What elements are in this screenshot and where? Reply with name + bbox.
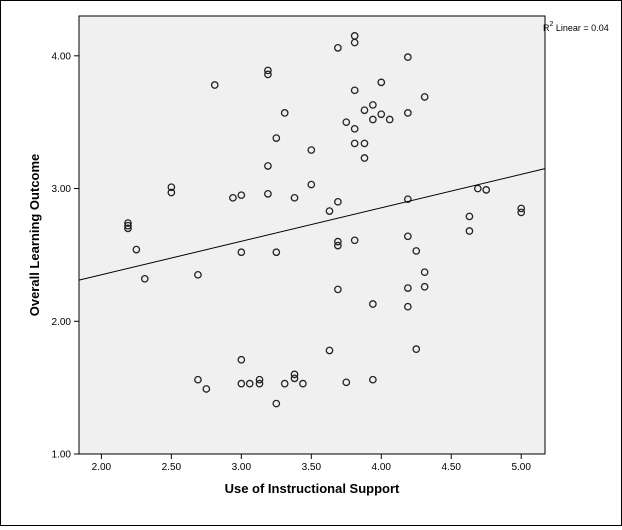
data-point <box>404 284 412 292</box>
data-point <box>307 180 316 189</box>
data-point <box>132 245 141 254</box>
x-tick-label: 2.50 <box>162 462 182 473</box>
data-point <box>465 227 474 235</box>
data-point <box>369 300 377 308</box>
y-axis-title: Overall Learning Outcome <box>27 154 42 317</box>
data-point <box>325 207 334 215</box>
data-point <box>140 274 149 283</box>
data-point <box>404 109 412 117</box>
data-point <box>245 379 254 388</box>
data-point <box>465 212 474 221</box>
data-point <box>342 118 351 127</box>
data-point <box>334 237 342 246</box>
data-point <box>377 78 386 87</box>
data-point <box>272 399 281 408</box>
data-point <box>420 282 429 291</box>
data-point <box>264 190 272 198</box>
data-point <box>280 379 289 388</box>
x-tick-label: 4.00 <box>372 462 392 473</box>
data-point <box>124 221 132 230</box>
data-point <box>299 379 307 388</box>
data-point <box>237 191 246 200</box>
axis-ticks: 2.00 2.50 3.00 3.50 4.00 4.50 5.00 1.00 2.00 3.00… <box>52 51 532 473</box>
data-point <box>420 93 429 101</box>
data-point <box>404 53 412 61</box>
fit-line <box>78 168 546 281</box>
data-point <box>517 208 526 217</box>
data-point <box>290 370 299 379</box>
data-point <box>210 81 219 89</box>
data-point <box>350 139 359 148</box>
x-tick-label: 3.00 <box>232 462 252 473</box>
y-tick-label: 1.00 <box>52 450 72 461</box>
data-point <box>167 183 176 192</box>
x-tick-label: 3.50 <box>302 462 322 473</box>
data-point <box>194 270 202 279</box>
data-point <box>360 154 369 162</box>
data-point <box>385 115 394 124</box>
data-point <box>202 385 211 393</box>
data-point <box>369 115 377 124</box>
data-point <box>404 195 412 204</box>
data-point <box>255 375 264 384</box>
x-axis-title: Use of Instructional Support <box>225 481 400 496</box>
data-point <box>360 139 369 148</box>
data-point <box>194 375 202 384</box>
data-point <box>272 134 281 142</box>
data-point <box>124 224 132 233</box>
y-tick-label: 2.00 <box>52 317 72 328</box>
x-tick-label: 4.50 <box>442 462 462 473</box>
data-point <box>167 188 176 197</box>
data-point <box>280 109 289 117</box>
y-tick-label: 3.00 <box>52 184 72 195</box>
data-point <box>124 219 132 227</box>
data-point <box>342 378 351 387</box>
data-point <box>237 379 246 388</box>
data-point <box>264 162 272 170</box>
data-point <box>237 355 246 364</box>
data-point <box>420 268 429 277</box>
data-point <box>404 232 412 241</box>
data-point <box>255 379 264 388</box>
data-point <box>350 38 359 47</box>
data-point <box>412 247 421 255</box>
data-point <box>369 101 377 109</box>
data-point <box>264 70 272 79</box>
data-point <box>334 197 342 206</box>
y-tick-label: 4.00 <box>52 51 72 62</box>
data-point <box>334 44 342 52</box>
plot-background <box>78 15 546 455</box>
data-point <box>237 248 246 257</box>
r2-label: R2 Linear = 0.04 <box>543 21 609 33</box>
data-point <box>377 110 386 119</box>
data-point <box>264 66 272 75</box>
data-point <box>307 146 316 154</box>
data-point <box>412 345 421 353</box>
data-points <box>124 32 526 408</box>
data-point <box>404 302 412 311</box>
data-point <box>290 193 299 202</box>
data-point <box>325 346 334 355</box>
data-point <box>350 124 359 133</box>
data-point <box>482 186 491 194</box>
data-point <box>350 86 359 95</box>
data-point <box>350 236 359 245</box>
data-point <box>272 248 281 257</box>
data-point <box>334 241 342 250</box>
data-point <box>369 375 377 384</box>
data-point <box>229 193 237 202</box>
x-tick-label: 5.00 <box>511 462 531 473</box>
data-point <box>473 184 482 193</box>
data-point <box>360 106 369 115</box>
data-point <box>517 204 526 213</box>
data-point <box>290 374 299 383</box>
data-point <box>334 285 342 294</box>
x-tick-label: 2.00 <box>92 462 112 473</box>
